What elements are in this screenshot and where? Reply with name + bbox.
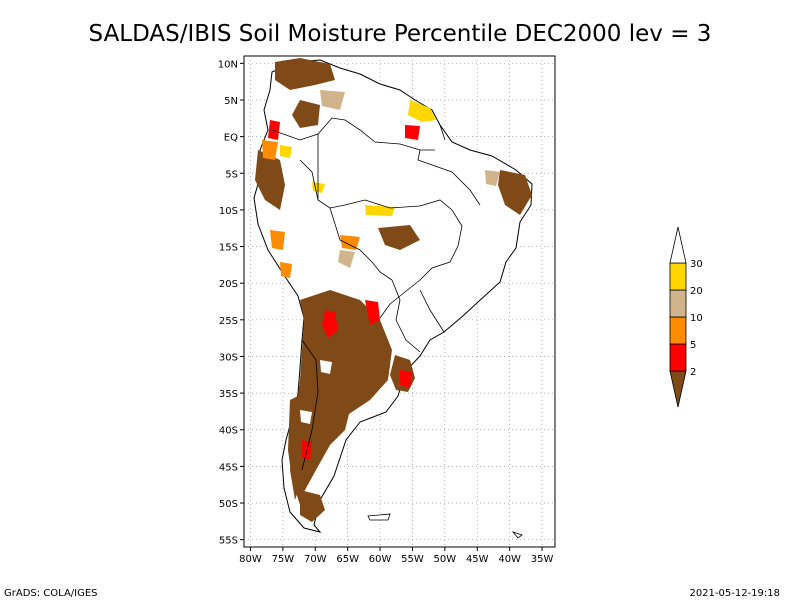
colorbar-label: 30 xyxy=(690,259,703,270)
lat-tick-label: 30S xyxy=(219,352,238,363)
lat-tick-label: 5S xyxy=(225,169,238,180)
soil-moisture-patches xyxy=(255,58,532,522)
latitude-labels: 10N 5N EQ 5S 10S 15S 20S 25S 30S 35S 40S 45S 50S 55S xyxy=(218,59,244,547)
lon-tick-label: 80W xyxy=(239,554,262,565)
map-title: SALDAS/IBIS Soil Moisture Percentile DEC… xyxy=(89,21,712,47)
falkland-islands xyxy=(367,513,391,521)
lat-tick-label: 40S xyxy=(219,426,238,437)
lat-tick-label: 20S xyxy=(219,279,238,290)
colorbar-label: 10 xyxy=(690,313,703,324)
lon-tick-label: 55W xyxy=(401,554,424,565)
lat-tick-label: 25S xyxy=(219,316,238,327)
colorbar-segment xyxy=(669,262,687,291)
lat-tick-label: 35S xyxy=(219,389,238,400)
colorbar-segment xyxy=(669,316,687,345)
colorbar: 2 5 10 20 30 xyxy=(669,226,703,408)
lon-tick-label: 60W xyxy=(369,554,392,565)
colorbar-segment xyxy=(669,343,687,372)
footer-left: GrADS: COLA/IGES xyxy=(4,588,98,599)
colorbar-label: 2 xyxy=(690,367,696,378)
lon-tick-label: 50W xyxy=(434,554,457,565)
colorbar-segment xyxy=(669,370,687,408)
colorbar-segment xyxy=(669,226,687,264)
lon-tick-label: 40W xyxy=(498,554,521,565)
colorbar-label: 5 xyxy=(690,340,696,351)
lat-tick-label: 55S xyxy=(219,536,238,547)
lat-tick-label: EQ xyxy=(224,133,238,144)
lat-tick-label: 15S xyxy=(219,243,238,254)
south-georgia-island xyxy=(511,531,523,539)
longitude-labels: 80W 75W 70W 65W 60W 55W 50W 45W 40W 35W xyxy=(239,547,553,565)
lon-tick-label: 65W xyxy=(336,554,359,565)
lat-tick-label: 10N xyxy=(218,59,238,70)
colorbar-label: 20 xyxy=(690,286,703,297)
map-area xyxy=(243,55,556,548)
lon-tick-label: 75W xyxy=(272,554,295,565)
lat-tick-label: 5N xyxy=(224,96,238,107)
lat-tick-label: 45S xyxy=(219,462,238,473)
lon-tick-label: 70W xyxy=(304,554,327,565)
colorbar-segment xyxy=(669,289,687,318)
footer-right: 2021-05-12-19:18 xyxy=(689,588,780,599)
lon-tick-label: 45W xyxy=(466,554,489,565)
lat-tick-label: 50S xyxy=(219,499,238,510)
lat-tick-label: 10S xyxy=(219,206,238,217)
country-borders xyxy=(271,117,481,471)
lon-tick-label: 35W xyxy=(531,554,554,565)
